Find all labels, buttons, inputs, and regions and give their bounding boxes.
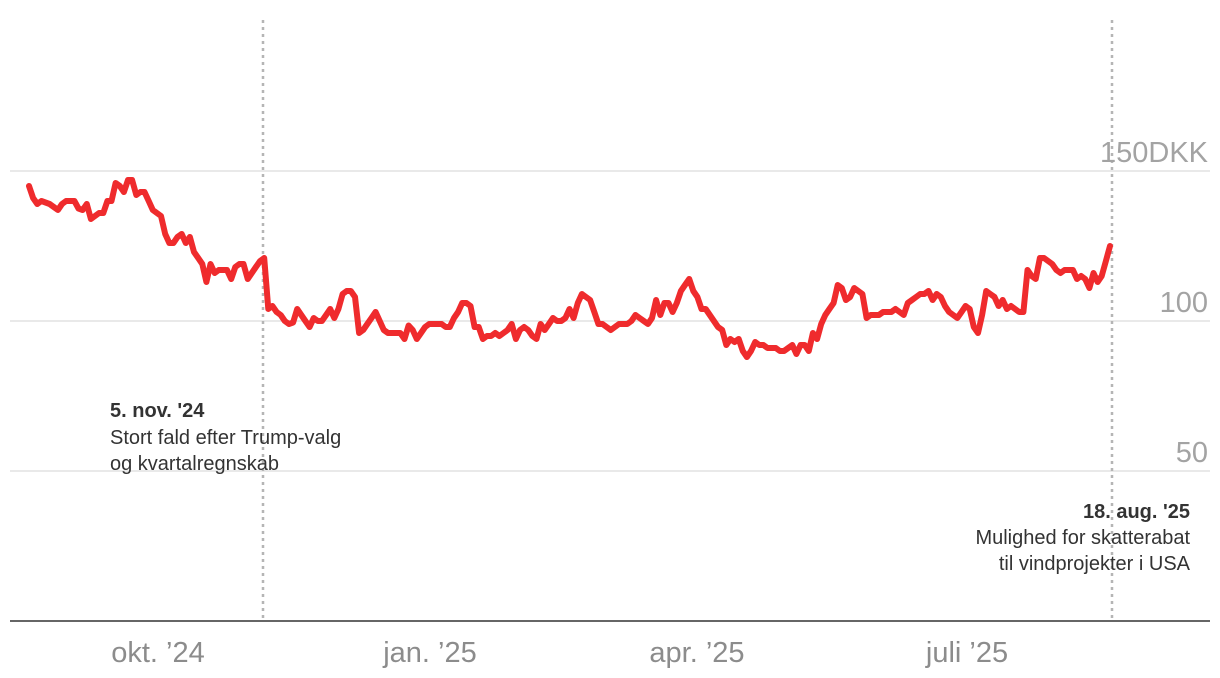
annotation-date: 5. nov. '24 — [110, 400, 205, 422]
y-tick-label: 150DKK — [1100, 137, 1209, 169]
annotation-text: og kvartalregnskab — [110, 453, 279, 475]
x-tick-label: apr. ’25 — [649, 637, 744, 669]
x-tick-label: juli ’25 — [925, 637, 1008, 669]
annotation-text: Mulighed for skatterabat — [975, 527, 1190, 549]
annotation-tax-rebate: 18. aug. '25 Mulighed for skatterabat ti… — [975, 501, 1190, 575]
y-tick-label: 100 — [1160, 287, 1208, 319]
price-series — [26, 177, 1113, 360]
x-axis-ticks: okt. ’24 jan. ’25 apr. ’25 juli ’25 — [111, 637, 1008, 669]
x-tick-label: okt. ’24 — [111, 637, 205, 669]
y-tick-label: 50 — [1176, 437, 1208, 469]
y-axis-ticks: 150DKK 100 50 — [1100, 137, 1209, 469]
x-tick-label: jan. ’25 — [382, 637, 477, 669]
annotation-text: til vindprojekter i USA — [999, 553, 1191, 575]
grid-lines — [10, 170, 1210, 472]
annotation-text: Stort fald efter Trump-valg — [110, 427, 341, 449]
annotation-date: 18. aug. '25 — [1083, 501, 1190, 523]
annotation-trump-election: 5. nov. '24 Stort fald efter Trump-valg … — [110, 400, 341, 475]
event-markers — [261, 20, 1114, 621]
price-line — [26, 177, 1113, 360]
